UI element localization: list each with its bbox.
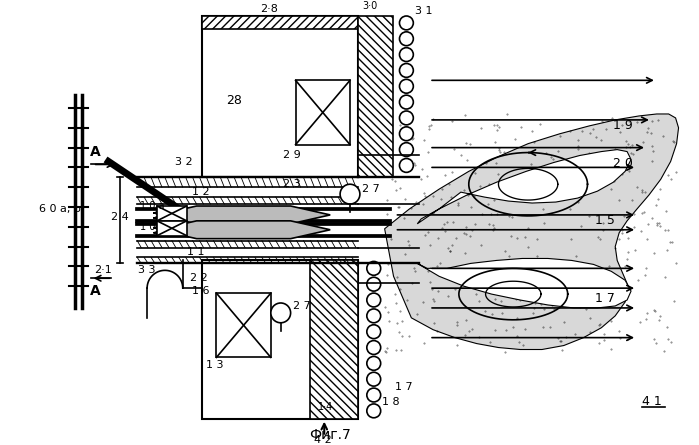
Polygon shape	[417, 150, 631, 224]
Bar	[358, 16, 393, 177]
Bar	[201, 16, 358, 29]
Bar	[201, 16, 358, 177]
Text: 4 2: 4 2	[315, 435, 332, 445]
Circle shape	[399, 16, 413, 30]
Text: 2 3: 2 3	[282, 179, 301, 189]
Circle shape	[399, 95, 413, 109]
Bar	[201, 260, 358, 419]
Text: 1 6: 1 6	[192, 286, 209, 296]
Text: 1 7: 1 7	[394, 382, 412, 392]
Circle shape	[399, 111, 413, 125]
Text: 2 9: 2 9	[282, 150, 301, 160]
Text: 1 8: 1 8	[382, 397, 399, 407]
Circle shape	[399, 143, 413, 157]
Text: 1·4: 1·4	[318, 402, 333, 412]
Text: 3 1: 3 1	[415, 6, 433, 16]
Text: A: A	[90, 145, 101, 158]
Circle shape	[367, 404, 381, 418]
Circle shape	[367, 261, 381, 275]
Text: 1 3: 1 3	[206, 360, 223, 370]
Circle shape	[399, 158, 413, 172]
Text: 2 0: 2 0	[613, 157, 633, 170]
Text: A: A	[90, 284, 101, 298]
Text: 6 0 a, b: 6 0 a, b	[39, 204, 81, 214]
Text: 3 3: 3 3	[138, 265, 156, 275]
Polygon shape	[417, 259, 631, 308]
Circle shape	[399, 48, 413, 61]
Text: Фиг.7: Фиг.7	[310, 428, 351, 441]
Circle shape	[399, 32, 413, 46]
Bar	[296, 80, 350, 145]
Bar	[157, 221, 187, 236]
Circle shape	[367, 388, 381, 402]
Circle shape	[271, 303, 291, 323]
Circle shape	[399, 127, 413, 141]
Text: 3·0: 3·0	[362, 1, 377, 11]
Circle shape	[367, 293, 381, 307]
Text: 2 7: 2 7	[362, 184, 380, 194]
Circle shape	[399, 64, 413, 77]
Text: 1 0: 1 0	[140, 222, 156, 232]
Text: 1 7: 1 7	[596, 291, 615, 304]
Text: 28: 28	[226, 93, 242, 107]
Circle shape	[340, 184, 360, 204]
Circle shape	[367, 325, 381, 339]
Text: 1 9: 1 9	[613, 119, 633, 132]
Text: 1 2: 1 2	[192, 187, 209, 197]
Text: 2 2: 2 2	[189, 273, 208, 283]
Bar	[310, 260, 358, 419]
Bar	[217, 293, 271, 357]
Text: 1 5: 1 5	[596, 214, 615, 227]
Text: 2 4: 2 4	[112, 212, 129, 222]
Circle shape	[367, 309, 381, 323]
Text: 2 7: 2 7	[293, 301, 310, 311]
Bar	[157, 206, 187, 221]
Circle shape	[367, 340, 381, 355]
Text: 3 2: 3 2	[175, 158, 192, 167]
Circle shape	[367, 277, 381, 291]
Text: 2·8: 2·8	[260, 4, 278, 14]
Text: 4 1: 4 1	[642, 396, 662, 409]
Text: 1 1: 1 1	[187, 247, 204, 256]
Circle shape	[367, 372, 381, 386]
Polygon shape	[384, 114, 679, 349]
Circle shape	[367, 356, 381, 370]
Polygon shape	[157, 206, 330, 224]
Text: 2·1: 2·1	[94, 265, 111, 275]
Circle shape	[399, 79, 413, 93]
Text: 1 0 a: 1 0 a	[140, 201, 165, 211]
Polygon shape	[157, 221, 330, 239]
